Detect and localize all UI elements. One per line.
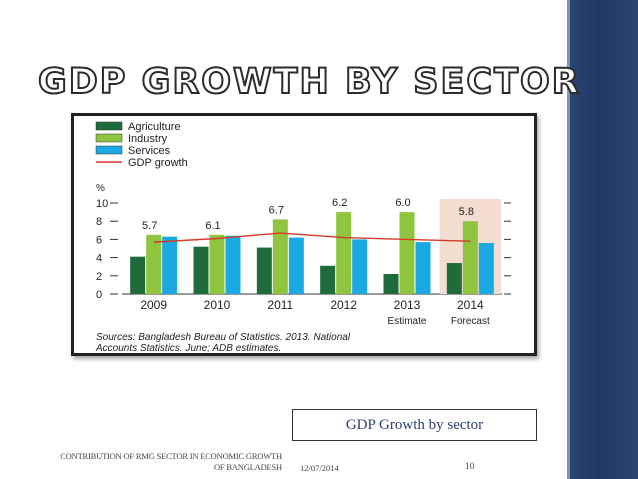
legend-label-industry: Industry [128, 133, 168, 145]
bar-services-2011 [288, 237, 304, 294]
bar-industry-2011 [272, 219, 288, 294]
sublabel-estimate: Estimate [388, 316, 427, 327]
bar-industry-2013 [399, 212, 415, 294]
chart-gdp-line [153, 232, 471, 243]
y-tick-label: 8 [96, 216, 102, 228]
bar-industry-2010 [209, 234, 225, 294]
gdp-data-label: 5.8 [459, 206, 474, 218]
bar-services-2009 [162, 236, 178, 294]
legend-swatch-industry [95, 133, 123, 143]
x-tick-label: 2012 [330, 298, 357, 312]
legend-swatch-services [95, 145, 123, 155]
bar-industry-2012 [336, 212, 352, 294]
side-decor-panel [567, 0, 638, 479]
legend-label-services: Services [128, 145, 171, 157]
bar-services-2012 [352, 239, 368, 294]
source-note-line1: Sources: Bangladesh Bureau of Statistics… [96, 332, 351, 343]
legend-label-agriculture: Agriculture [128, 121, 181, 133]
legend-swatch-agriculture [95, 121, 123, 131]
side-decor-edge [567, 0, 570, 479]
gdp-data-label: 6.1 [205, 220, 220, 232]
gdp-data-label: 6.0 [395, 197, 410, 209]
slide-title: GDP GROWTH BY SECTOR [37, 61, 581, 103]
x-tick-label: 2013 [394, 298, 421, 312]
bar-agriculture-2014 [446, 263, 462, 294]
x-tick-label: 2014 [457, 298, 484, 312]
bar-services-2013 [415, 242, 431, 294]
gdp-data-label: 6.2 [332, 197, 347, 209]
chart-caption: GDP Growth by sector [292, 409, 537, 441]
chart-labels: 2009 2010 2011 2012 2013 2014 5.7 6.1 6.7 6.2 6.0 5… [140, 197, 490, 327]
y-tick-label: 10 [96, 198, 108, 210]
bar-agriculture-2009 [130, 256, 146, 294]
footer-date: 12/07/2014 [300, 463, 339, 473]
y-tick-label: 2 [96, 271, 102, 283]
gdp-data-label: 6.7 [269, 204, 284, 216]
y-tick-label: 6 [96, 234, 102, 246]
y-unit-label: % [96, 183, 105, 194]
y-tick-label: 4 [96, 253, 102, 265]
legend-label-gdp-growth: GDP growth [128, 157, 188, 169]
bar-services-2010 [225, 235, 241, 294]
page-number: 10 [465, 462, 475, 472]
bar-agriculture-2010 [193, 246, 209, 294]
bar-services-2014 [478, 243, 494, 294]
chart-axes: % 0 2 4 6 8 10 [96, 183, 511, 301]
chart-bars [130, 199, 501, 294]
bar-agriculture-2013 [383, 273, 399, 294]
gdp-chart-frame: Agriculture Industry Services GDP growth % 0… [71, 113, 537, 356]
y-tick-label: 0 [96, 289, 102, 301]
gdp-data-label: 5.7 [142, 220, 157, 232]
bar-agriculture-2011 [256, 247, 272, 294]
source-note-line2: Accounts Statistics. June; ADB estimates… [95, 343, 281, 353]
bar-agriculture-2012 [320, 265, 336, 294]
sublabel-forecast: Forecast [451, 316, 490, 327]
gdp-growth-line [153, 232, 471, 243]
bar-industry-2009 [146, 234, 162, 294]
x-tick-label: 2009 [140, 298, 167, 312]
x-tick-label: 2010 [204, 298, 231, 312]
bar-industry-2014 [462, 221, 478, 294]
x-tick-label: 2011 [267, 298, 293, 312]
footer-text: CONTRIBUTION OF RMG SECTOR IN ECONOMIC G… [60, 451, 282, 472]
